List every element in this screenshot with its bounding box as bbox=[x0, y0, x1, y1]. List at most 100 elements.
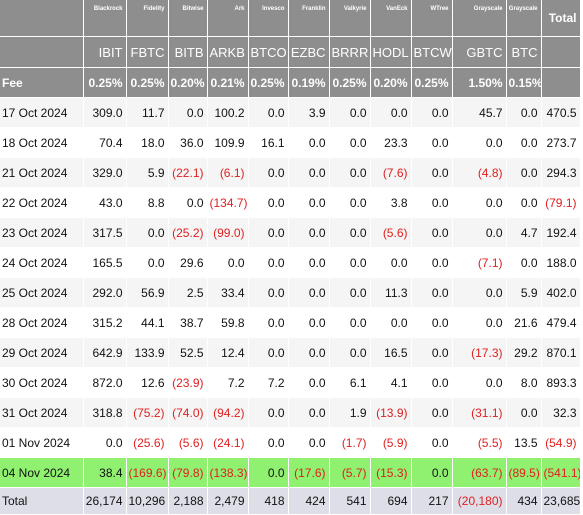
flow-cell: 317.5 bbox=[83, 217, 127, 248]
flow-cell: 0.0 bbox=[452, 187, 507, 218]
row-total-cell: 192.4 bbox=[541, 217, 581, 248]
flow-cell: (17.3) bbox=[452, 337, 507, 368]
flow-cell: (5.7) bbox=[329, 457, 371, 488]
flow-cell: 315.2 bbox=[83, 307, 127, 338]
flow-cell: 0.0 bbox=[248, 97, 289, 128]
row-date: 18 Oct 2024 bbox=[0, 127, 84, 158]
table-row: 23 Oct 2024 317.5 0.0 (25.2) (99.0) 0.0 0.0 0.0… bbox=[0, 217, 581, 248]
flow-cell: 7.2 bbox=[207, 367, 249, 398]
table-row: 17 Oct 2024 309.0 11.7 0.0 100.2 0.0 3.9 0.0 0.0… bbox=[0, 97, 581, 128]
flow-cell: 0.0 bbox=[370, 97, 412, 128]
corner-cell bbox=[0, 0, 84, 37]
flow-cell: (4.8) bbox=[452, 157, 507, 188]
flow-cell: 0.0 bbox=[329, 217, 371, 248]
flow-cell: 29.6 bbox=[168, 247, 208, 278]
flow-cell: 0.0 bbox=[248, 457, 289, 488]
flow-cell: 0.0 bbox=[452, 367, 507, 398]
flow-cell: 0.0 bbox=[452, 307, 507, 338]
flow-cell: 0.0 bbox=[506, 247, 542, 278]
flow-cell: 0.0 bbox=[329, 127, 371, 158]
row-date: 30 Oct 2024 bbox=[0, 367, 84, 398]
flow-cell: (13.9) bbox=[370, 397, 412, 428]
row-total-cell: (79.1) bbox=[541, 187, 581, 218]
flow-cell: 0.0 bbox=[329, 247, 371, 278]
row-date: 01 Nov 2024 bbox=[0, 427, 84, 458]
table-row: 24 Oct 2024 165.5 0.0 29.6 0.0 0.0 0.0 0.0 0.0 0.… bbox=[0, 247, 581, 278]
flow-cell: (5.5) bbox=[452, 427, 507, 458]
ticker-header: ARKB bbox=[207, 36, 249, 68]
row-total-cell: 870.1 bbox=[541, 337, 581, 368]
flow-cell: 2.5 bbox=[168, 277, 208, 308]
flow-cell: 0.0 bbox=[370, 307, 412, 338]
flow-cell: 0.0 bbox=[288, 277, 330, 308]
flow-cell: 109.9 bbox=[207, 127, 249, 158]
flow-cell: 0.0 bbox=[411, 217, 453, 248]
flow-cell: 0.0 bbox=[452, 277, 507, 308]
table-row: 29 Oct 2024 642.9 133.9 52.5 12.4 0.0 0.0 0.0 16… bbox=[0, 337, 581, 368]
flow-cell: (75.2) bbox=[126, 397, 169, 428]
flow-cell: (6.1) bbox=[207, 157, 249, 188]
flow-cell: 70.4 bbox=[83, 127, 127, 158]
flow-cell: (25.2) bbox=[168, 217, 208, 248]
row-total-cell: 273.7 bbox=[541, 127, 581, 158]
total-cell: 217 bbox=[411, 487, 453, 515]
flow-cell: 0.0 bbox=[288, 247, 330, 278]
ticker-header: IBIT bbox=[83, 36, 127, 68]
ticker-header: FBTC bbox=[126, 36, 169, 68]
flow-cell: 38.4 bbox=[83, 457, 127, 488]
row-total-cell: 479.4 bbox=[541, 307, 581, 338]
flow-cell: 6.1 bbox=[329, 367, 371, 398]
flow-cell: 56.9 bbox=[126, 277, 169, 308]
flow-cell: 0.0 bbox=[329, 277, 371, 308]
row-date: 21 Oct 2024 bbox=[0, 157, 84, 188]
flow-cell: 3.8 bbox=[370, 187, 412, 218]
row-total-cell: 294.3 bbox=[541, 157, 581, 188]
fee-cell: 0.25% bbox=[411, 67, 453, 98]
flow-cell: 12.4 bbox=[207, 337, 249, 368]
flow-cell: 0.0 bbox=[411, 367, 453, 398]
flow-cell: (63.7) bbox=[452, 457, 507, 488]
flow-cell: 52.5 bbox=[168, 337, 208, 368]
row-total-cell: 470.5 bbox=[541, 97, 581, 128]
flow-cell: 0.0 bbox=[370, 247, 412, 278]
flow-cell: 0.0 bbox=[411, 397, 453, 428]
flow-cell: 0.0 bbox=[506, 397, 542, 428]
flow-cell: 133.9 bbox=[126, 337, 169, 368]
flow-cell: 0.0 bbox=[288, 427, 330, 458]
fee-total-cell bbox=[541, 67, 581, 98]
flow-cell: 642.9 bbox=[83, 337, 127, 368]
flow-cell: 329.0 bbox=[83, 157, 127, 188]
table-row: 25 Oct 2024 292.0 56.9 2.5 33.4 0.0 0.0 0.0 11.3… bbox=[0, 277, 581, 308]
flow-cell: 318.8 bbox=[83, 397, 127, 428]
ticker-header: BTC bbox=[506, 36, 542, 68]
fee-cell: 0.15% bbox=[506, 67, 542, 98]
flow-cell: (89.5) bbox=[506, 457, 542, 488]
total-column-header: Total bbox=[541, 0, 581, 37]
flow-cell: 0.0 bbox=[288, 187, 330, 218]
flow-cell: 3.9 bbox=[288, 97, 330, 128]
issuer-header: Ark bbox=[207, 0, 249, 37]
row-total-cell: 893.3 bbox=[541, 367, 581, 398]
flow-cell: 0.0 bbox=[248, 187, 289, 218]
flow-cell: 0.0 bbox=[452, 217, 507, 248]
issuer-header: Blackrock bbox=[83, 0, 127, 37]
flow-cell: 0.0 bbox=[288, 157, 330, 188]
flow-cell: 0.0 bbox=[248, 217, 289, 248]
total-cell: 541 bbox=[329, 487, 371, 515]
flow-cell: (17.6) bbox=[288, 457, 330, 488]
flow-cell: 0.0 bbox=[411, 307, 453, 338]
flow-cell: 23.3 bbox=[370, 127, 412, 158]
flow-cell: 38.7 bbox=[168, 307, 208, 338]
flow-cell: (99.0) bbox=[207, 217, 249, 248]
flow-cell: 0.0 bbox=[506, 97, 542, 128]
issuer-header: Franklin bbox=[288, 0, 330, 37]
flow-cell: 0.0 bbox=[329, 157, 371, 188]
flow-cell: (5.6) bbox=[168, 427, 208, 458]
flow-cell: 0.0 bbox=[126, 247, 169, 278]
table-row: 04 Nov 2024 38.4 (169.6) (79.8) (138.3) 0.0 (1… bbox=[0, 457, 581, 488]
flow-cell: 0.0 bbox=[168, 97, 208, 128]
flow-cell: 8.8 bbox=[126, 187, 169, 218]
row-date: 28 Oct 2024 bbox=[0, 307, 84, 338]
row-date: 22 Oct 2024 bbox=[0, 187, 84, 218]
flow-cell: (31.1) bbox=[452, 397, 507, 428]
